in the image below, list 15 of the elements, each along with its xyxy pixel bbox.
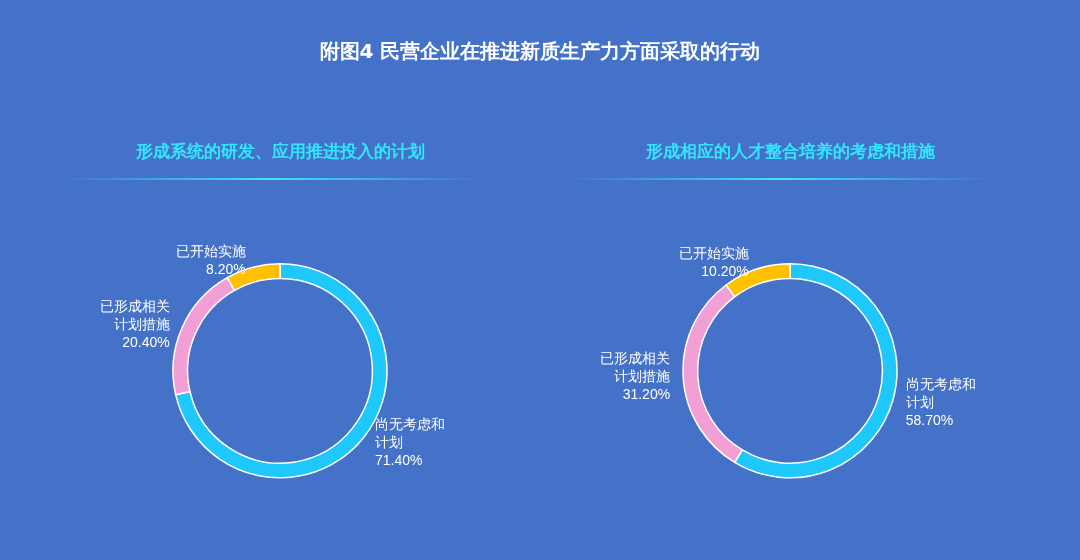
text: 附图4 民营企业在推进新质生产力方面采取的行动 — [318, 38, 762, 65]
slice-label: 已开始实施 — [175, 242, 246, 259]
chart-subtitle: 形成相应的人才整合培养的考虑和措施 — [644, 140, 936, 163]
slice-label: 已形成相关计划措施 — [600, 350, 671, 385]
slice-label: 已开始实施 — [678, 244, 749, 261]
slice-label: 已形成相关计划措施 — [99, 298, 170, 333]
data-label: 20.40% — [122, 334, 170, 351]
slice-label: 尚无考虑和计划 — [905, 375, 976, 410]
chart-subtitle: 形成系统的研发、应用推进投入的计划 — [134, 140, 426, 163]
data-label: 71.40% — [374, 452, 423, 469]
data-label: 10.20% — [701, 262, 749, 279]
data-label: 58.70% — [905, 411, 954, 428]
data-label: 8.20% — [206, 260, 246, 277]
slice-label: 尚无考虑和计划 — [374, 416, 445, 451]
data-label: 31.20% — [622, 386, 671, 403]
